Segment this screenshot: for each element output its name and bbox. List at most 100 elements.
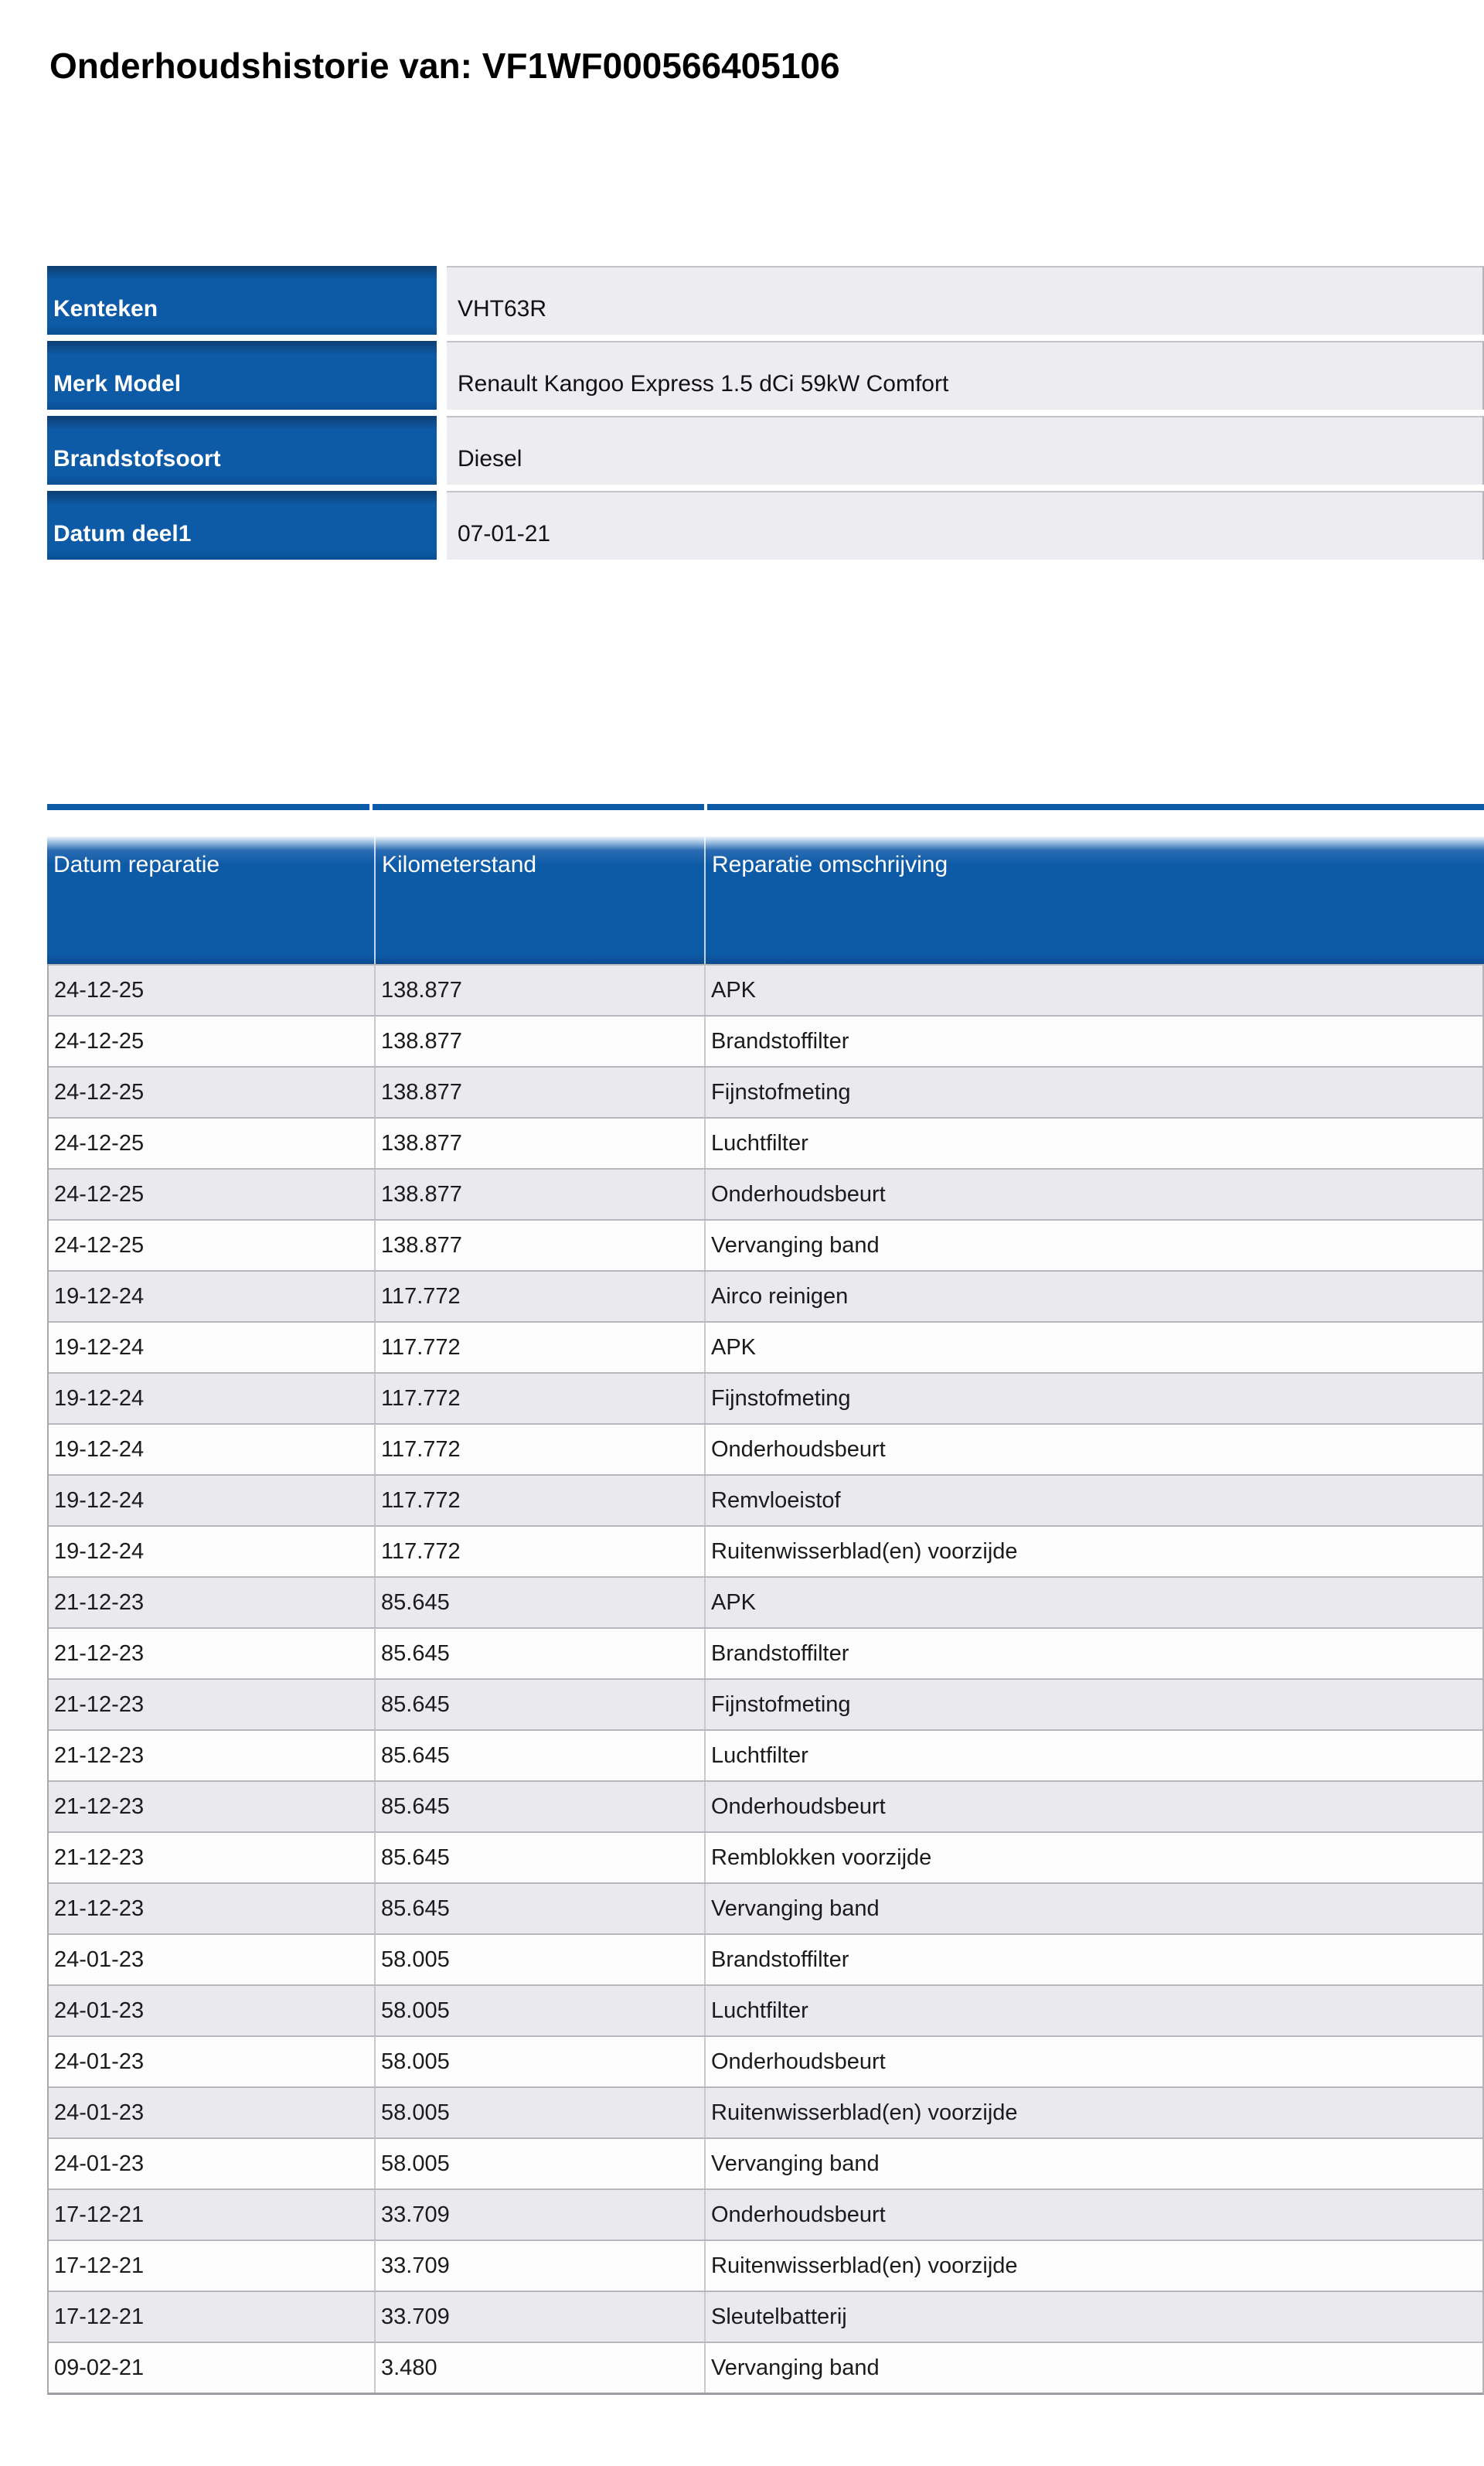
cell-repair-date: 21-12-23 [54, 1844, 145, 1870]
cell-odometer: 85.645 [374, 1833, 704, 1882]
cell-repair-date: 21-12-23 [54, 1895, 145, 1921]
vehicle-info-label: Datum deel1 [47, 491, 437, 560]
cell-odometer: 85.645 [374, 1731, 704, 1780]
cell-repair-description: Brandstoffilter [704, 1935, 1482, 1984]
cell-odometer: 138.877 [374, 1017, 704, 1066]
cell-repair-date: 24-01-23 [54, 2049, 145, 2074]
vehicle-info-label: Kenteken [47, 266, 437, 335]
vehicle-info-label: Brandstofsoort [47, 416, 437, 485]
table-row: 24-12-25 138.877 APK [49, 964, 1482, 1015]
cell-repair-date: 24-12-25 [54, 1232, 145, 1258]
cell-odometer: 85.645 [374, 1782, 704, 1831]
cell-odometer: 58.005 [374, 2088, 704, 2137]
cell-repair-description: Onderhoudsbeurt [704, 1425, 1482, 1474]
cell-repair-date: 09-02-21 [54, 2355, 145, 2380]
cell-repair-date: 24-12-25 [54, 1130, 145, 1156]
table-row: 21-12-23 85.645 Fijnstofmeting [49, 1678, 1482, 1729]
table-row: 19-12-24 117.772 APK [49, 1321, 1482, 1372]
cell-repair-date: 19-12-24 [54, 1436, 145, 1462]
cell-odometer: 138.877 [374, 1170, 704, 1219]
table-row: 24-12-25 138.877 Fijnstofmeting [49, 1066, 1482, 1117]
vehicle-info-row: Datum deel1 07-01-21 [47, 491, 1484, 560]
column-header-description: Reparatie omschrijving [704, 836, 1484, 964]
cell-repair-description: Onderhoudsbeurt [704, 2190, 1482, 2239]
cell-repair-description: APK [704, 1578, 1482, 1627]
table-row: 24-12-25 138.877 Brandstoffilter [49, 1015, 1482, 1066]
table-row: 24-12-25 138.877 Luchtfilter [49, 1117, 1482, 1168]
cell-repair-date: 21-12-23 [54, 1742, 145, 1768]
cell-odometer: 33.709 [374, 2241, 704, 2291]
vehicle-info-divider [437, 491, 447, 560]
table-row: 19-12-24 117.772 Fijnstofmeting [49, 1372, 1482, 1423]
table-row: 21-12-23 85.645 Onderhoudsbeurt [49, 1780, 1482, 1831]
table-row: 24-01-23 58.005 Luchtfilter [49, 1984, 1482, 2035]
table-body: 24-12-25 138.877 APK 24-12-25 138.877 Br… [47, 964, 1484, 2395]
cell-repair-description: Ruitenwisserblad(en) voorzijde [704, 2088, 1482, 2137]
cell-odometer: 138.877 [374, 1119, 704, 1168]
cell-repair-description: Vervanging band [704, 2139, 1482, 2188]
table-header-row: Datum reparatie Kilometerstand Reparatie… [47, 836, 1484, 964]
table-row: 19-12-24 117.772 Onderhoudsbeurt [49, 1423, 1482, 1474]
cell-repair-description: Fijnstofmeting [704, 1068, 1482, 1117]
table-row: 24-12-25 138.877 Vervanging band [49, 1219, 1482, 1270]
cell-repair-description: Luchtfilter [704, 1986, 1482, 2035]
cell-repair-description: Remvloeistof [704, 1476, 1482, 1525]
table-row: 21-12-23 85.645 APK [49, 1576, 1482, 1627]
table-row: 19-12-24 117.772 Ruitenwisserblad(en) vo… [49, 1525, 1482, 1576]
vehicle-info-divider [437, 341, 447, 410]
cell-repair-description: Onderhoudsbeurt [704, 1170, 1482, 1219]
vehicle-info-table: Kenteken VHT63R Merk Model Renault Kango… [47, 266, 1484, 566]
table-row: 21-12-23 85.645 Brandstoffilter [49, 1627, 1482, 1678]
table-row: 24-01-23 58.005 Onderhoudsbeurt [49, 2035, 1482, 2086]
vehicle-info-label: Merk Model [47, 341, 437, 410]
table-row: 21-12-23 85.645 Vervanging band [49, 1882, 1482, 1933]
cell-odometer: 58.005 [374, 2139, 704, 2188]
vehicle-info-value: Diesel [447, 416, 1484, 485]
cell-odometer: 138.877 [374, 966, 704, 1015]
cell-odometer: 138.877 [374, 1068, 704, 1117]
cell-repair-description: Luchtfilter [704, 1731, 1482, 1780]
cell-repair-date: 21-12-23 [54, 1640, 145, 1666]
cell-repair-description: Luchtfilter [704, 1119, 1482, 1168]
cell-repair-description: Vervanging band [704, 2343, 1482, 2393]
vehicle-info-row: Kenteken VHT63R [47, 266, 1484, 335]
table-row: 24-12-25 138.877 Onderhoudsbeurt [49, 1168, 1482, 1219]
cell-odometer: 117.772 [374, 1527, 704, 1576]
cell-repair-date: 19-12-24 [54, 1283, 145, 1309]
cell-repair-date: 24-01-23 [54, 2151, 145, 2176]
cell-repair-date: 24-01-23 [54, 2100, 145, 2125]
table-row: 17-12-21 33.709 Ruitenwisserblad(en) voo… [49, 2239, 1482, 2291]
cell-repair-date: 17-12-21 [54, 2304, 145, 2329]
cell-repair-description: Fijnstofmeting [704, 1374, 1482, 1423]
cell-odometer: 117.772 [374, 1272, 704, 1321]
cell-odometer: 117.772 [374, 1323, 704, 1372]
cell-repair-description: Vervanging band [704, 1884, 1482, 1933]
cell-repair-date: 19-12-24 [54, 1487, 145, 1513]
vehicle-info-divider [437, 266, 447, 335]
cell-repair-description: Ruitenwisserblad(en) voorzijde [704, 1527, 1482, 1576]
cell-repair-description: Brandstoffilter [704, 1629, 1482, 1678]
table-row: 19-12-24 117.772 Remvloeistof [49, 1474, 1482, 1525]
table-row: 17-12-21 33.709 Sleutelbatterij [49, 2291, 1482, 2342]
table-row: 24-01-23 58.005 Vervanging band [49, 2137, 1482, 2188]
cell-odometer: 85.645 [374, 1680, 704, 1729]
cell-repair-date: 21-12-23 [54, 1589, 145, 1615]
cell-odometer: 33.709 [374, 2292, 704, 2342]
table-row: 17-12-21 33.709 Onderhoudsbeurt [49, 2188, 1482, 2239]
vehicle-info-value: 07-01-21 [447, 491, 1484, 560]
cell-odometer: 85.645 [374, 1629, 704, 1678]
vehicle-info-value: Renault Kangoo Express 1.5 dCi 59kW Comf… [447, 341, 1484, 410]
cell-repair-date: 19-12-24 [54, 1538, 145, 1564]
cell-repair-date: 21-12-23 [54, 1691, 145, 1717]
cell-odometer: 58.005 [374, 2037, 704, 2086]
cell-repair-description: Onderhoudsbeurt [704, 2037, 1482, 2086]
cell-repair-description: Vervanging band [704, 1221, 1482, 1270]
maintenance-table: Datum reparatie Kilometerstand Reparatie… [47, 804, 1484, 2395]
page-title: Onderhoudshistorie van: VF1WF00056640510… [49, 46, 840, 86]
column-divider-notch [369, 804, 373, 810]
table-row: 19-12-24 117.772 Airco reinigen [49, 1270, 1482, 1321]
cell-repair-description: Remblokken voorzijde [704, 1833, 1482, 1882]
cell-repair-date: 17-12-21 [54, 2253, 145, 2278]
vehicle-info-divider [437, 416, 447, 485]
vehicle-info-row: Merk Model Renault Kangoo Express 1.5 dC… [47, 341, 1484, 410]
